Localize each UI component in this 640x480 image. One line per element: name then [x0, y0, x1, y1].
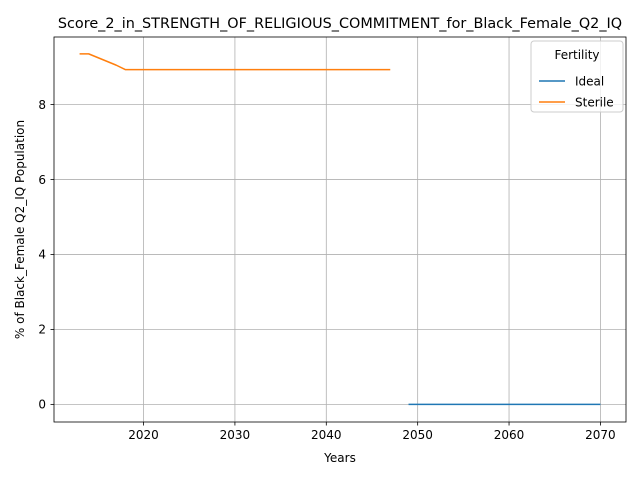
legend-entries: Ideal Sterile	[539, 74, 614, 109]
y-tick-label: 0	[38, 398, 46, 412]
legend-box	[530, 40, 624, 113]
x-tick-label: 2040	[311, 428, 342, 442]
series-lines	[79, 53, 601, 406]
legend-title: Fertility	[554, 48, 599, 62]
x-tick-label: 2030	[220, 428, 251, 442]
x-tick-label: 2070	[585, 428, 616, 442]
chart-title: Score_2_in_STRENGTH_OF_RELIGIOUS_COMMITM…	[58, 16, 622, 32]
y-tick-label: 4	[38, 248, 46, 262]
y-axis-label: % of Black_Female Q2_IQ Population	[13, 120, 27, 339]
x-axis-label: Years	[323, 451, 356, 465]
x-tick-label: 2020	[128, 428, 159, 442]
legend: Fertility Ideal Sterile	[530, 40, 624, 113]
legend-label-ideal: Ideal	[575, 74, 604, 88]
legend-label-sterile: Sterile	[575, 95, 614, 109]
series-line-sterile	[79, 53, 391, 71]
y-tick-label: 8	[38, 98, 46, 112]
y-tick-label: 2	[38, 323, 46, 337]
plot-area-frame	[53, 36, 627, 423]
axis-ticks: 2020 2030 2040 2050 2060 2070 0 2 4 6 8	[38, 98, 615, 442]
x-tick-label: 2050	[402, 428, 433, 442]
y-tick-label: 6	[38, 173, 46, 187]
x-tick-label: 2060	[494, 428, 525, 442]
